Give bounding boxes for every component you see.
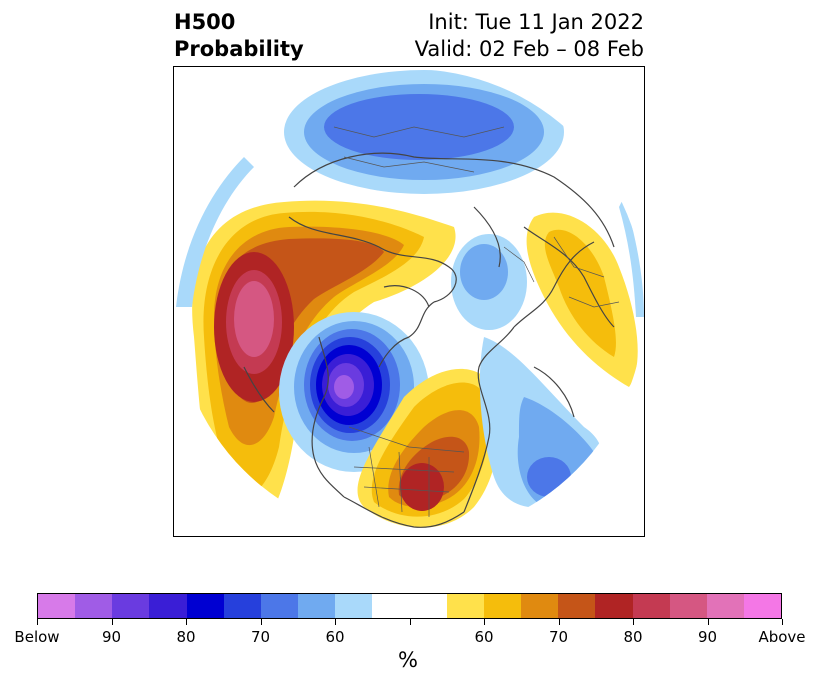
colorbar-swatch [706,594,744,618]
probability-map [176,70,644,536]
colorbar-tick-label: 60 [325,628,345,646]
colorbar-swatch [743,594,782,618]
colorbar-swatch [669,594,707,618]
pacific-positive-anomaly [192,200,456,536]
colorbar-tick-label: 80 [176,628,196,646]
title-variable: H500 [174,10,236,34]
colorbar-swatch [223,594,261,618]
chart-title: H500 Probability [174,9,304,63]
colorbar-tick [186,619,187,625]
colorbar-tick [484,619,485,625]
atlantic-negative-anomaly [479,337,603,508]
colorbar-tick [111,619,113,625]
colorbar-tick [707,619,709,625]
colorbar-swatch [446,594,484,618]
colorbar-tick [409,619,411,625]
colorbar-tick [782,619,783,625]
colorbar-tick [260,619,262,625]
colorbar-swatch [335,594,373,618]
probability-colorbar [37,593,782,619]
colorbar-swatch [409,594,447,618]
colorbar-tick-label: Below [14,628,60,646]
colorbar-tick-label: 70 [548,628,569,646]
colorbar-tick-label: 90 [697,628,718,646]
colorbar-swatch [186,594,224,618]
colorbar-swatch [632,594,670,618]
valid-range: Valid: 02 Feb – 08 Feb [414,37,644,61]
political-borders [333,126,620,517]
init-date: Init: Tue 11 Jan 2022 [428,10,644,34]
siberia-negative-anomaly [284,70,564,194]
arctic-negative-anomaly [451,234,527,330]
colorbar-tick [335,619,336,625]
colorbar-tick [37,619,38,625]
colorbar-swatch [75,594,113,618]
colorbar-tick-label: Above [758,628,806,646]
west-pacific-negative-arc [176,157,254,307]
colorbar-swatch [483,594,522,618]
east-edge-negative-arc [619,197,644,317]
colorbar-swatch [521,594,559,618]
colorbar-tick-label: 70 [250,628,271,646]
colorbar-tick-label: 60 [474,628,494,646]
colorbar-swatch [558,594,596,618]
colorbar-swatch [260,594,299,618]
map-panel [173,66,645,537]
chart-dates: Init: Tue 11 Jan 2022 Valid: 02 Feb – 08… [415,9,644,63]
colorbar-swatch [372,594,410,618]
europe-positive-anomaly [526,212,638,387]
eastern-us-positive-anomaly [357,368,499,528]
colorbar-swatch [38,594,76,618]
colorbar-swatch [595,594,633,618]
coastlines [243,152,615,528]
colorbar-tick [633,619,634,625]
colorbar-tick-label: 80 [623,628,643,646]
colorbar-swatch [149,594,187,618]
colorbar-swatch [298,594,336,618]
colorbar-swatch [112,594,150,618]
colorbar-tick-label: 90 [101,628,122,646]
colorbar-unit-label: % [398,648,418,672]
title-metric: Probability [174,37,304,61]
colorbar-tick [558,619,560,625]
